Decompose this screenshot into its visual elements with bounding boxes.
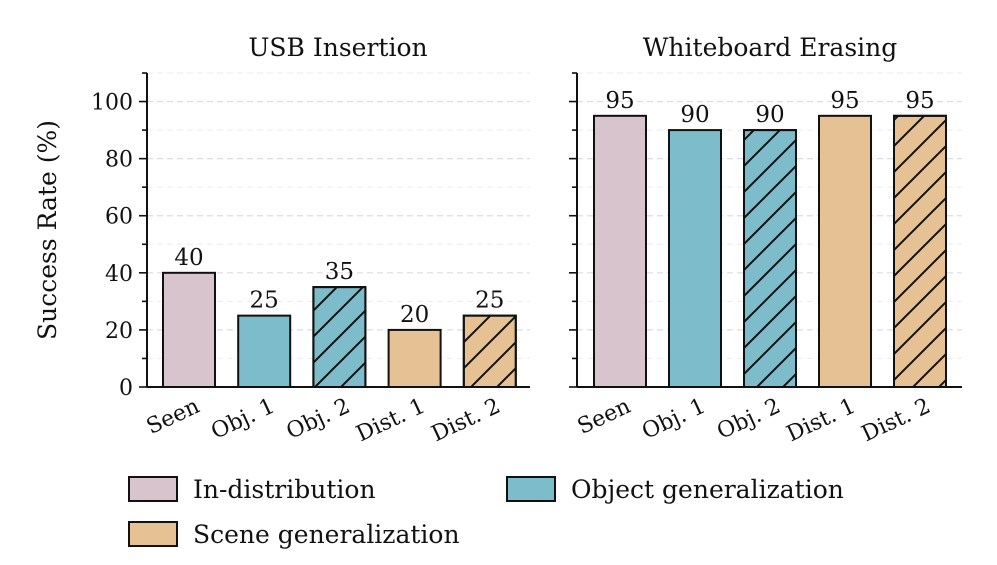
- x-tick-label: Dist. 1: [353, 394, 430, 447]
- legend-label: In-distribution: [193, 475, 376, 504]
- y-tick-label: 20: [105, 319, 133, 344]
- data-label: 25: [475, 288, 504, 314]
- data-label: 25: [250, 288, 279, 314]
- x-tick-label: Seen: [143, 394, 204, 440]
- data-label: 90: [680, 102, 709, 128]
- chart-title: USB Insertion: [248, 33, 427, 62]
- x-tick-label: Obj. 2: [283, 394, 354, 445]
- chart-title: Whiteboard Erasing: [643, 33, 898, 62]
- bar: [593, 114, 647, 389]
- x-tick-label: Obj. 1: [208, 394, 279, 445]
- x-tick-label: Obj. 2: [713, 394, 784, 445]
- x-tick-label: Obj. 1: [638, 394, 709, 445]
- data-label: 95: [905, 88, 934, 114]
- x-tick-label: Dist. 2: [428, 394, 505, 447]
- x-tick-label: Dist. 2: [858, 394, 935, 447]
- bar: [668, 129, 722, 388]
- y-tick-label: 100: [91, 91, 133, 116]
- data-label: 40: [174, 245, 203, 271]
- bar-hatch: [893, 114, 947, 389]
- bar: [387, 328, 442, 388]
- bar: [818, 114, 872, 389]
- legend-item: Object generalization: [506, 475, 844, 504]
- data-label: 20: [400, 302, 429, 328]
- y-tick-label: 80: [105, 148, 133, 173]
- legend-item: In-distribution: [128, 475, 376, 504]
- legend: In-distribution Object generalization Scen…: [128, 475, 844, 549]
- legend-swatch: [128, 476, 178, 502]
- y-axis-label: Success Rate (%): [33, 120, 62, 340]
- bar-hatch: [462, 314, 517, 388]
- y-tick-label: 60: [105, 205, 133, 230]
- y-tick-label: 0: [119, 376, 133, 401]
- legend-item: Scene generalization: [128, 520, 460, 549]
- data-label: 90: [755, 102, 784, 128]
- legend-label: Object generalization: [571, 475, 844, 504]
- bar-hatch: [743, 129, 797, 388]
- legend-label: Scene generalization: [193, 520, 460, 549]
- legend-swatch: [506, 476, 556, 502]
- x-tick-label: Seen: [574, 394, 635, 440]
- bar: [237, 314, 292, 388]
- data-label: 95: [605, 88, 634, 114]
- bar: [162, 271, 216, 388]
- data-label: 35: [325, 259, 354, 285]
- x-tick-label: Dist. 1: [783, 394, 860, 447]
- data-label: 95: [830, 88, 859, 114]
- y-tick-label: 40: [105, 262, 133, 287]
- legend-swatch: [128, 521, 178, 547]
- bar-hatch: [312, 286, 367, 388]
